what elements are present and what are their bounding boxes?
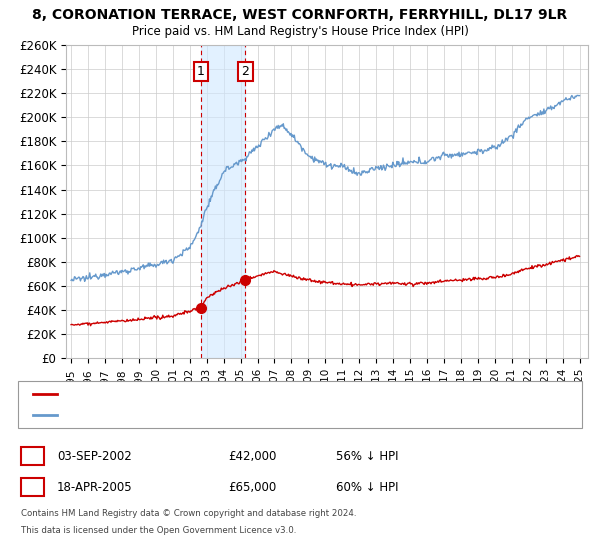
Text: 8, CORONATION TERRACE, WEST CORNFORTH, FERRYHILL, DL17 9LR: 8, CORONATION TERRACE, WEST CORNFORTH, F… [32, 8, 568, 22]
Text: HPI: Average price, detached house, County Durham: HPI: Average price, detached house, Coun… [60, 410, 318, 420]
Text: £65,000: £65,000 [228, 480, 276, 494]
Bar [201, 45, 245, 358]
Text: This data is licensed under the Open Government Licence v3.0.: This data is licensed under the Open Gov… [21, 526, 296, 535]
Text: 2: 2 [242, 65, 250, 78]
Text: 56% ↓ HPI: 56% ↓ HPI [336, 450, 398, 463]
Text: 1: 1 [197, 65, 205, 78]
Text: 2: 2 [28, 480, 37, 494]
Text: Price paid vs. HM Land Registry's House Price Index (HPI): Price paid vs. HM Land Registry's House … [131, 25, 469, 38]
Text: 1: 1 [28, 450, 37, 463]
Text: £42,000: £42,000 [228, 450, 277, 463]
Text: 18-APR-2005: 18-APR-2005 [57, 480, 133, 494]
Text: 60% ↓ HPI: 60% ↓ HPI [336, 480, 398, 494]
Text: Contains HM Land Registry data © Crown copyright and database right 2024.: Contains HM Land Registry data © Crown c… [21, 509, 356, 518]
Text: 8, CORONATION TERRACE, WEST CORNFORTH, FERRYHILL, DL17 9LR (detached house): 8, CORONATION TERRACE, WEST CORNFORTH, F… [60, 389, 485, 399]
Text: 03-SEP-2002: 03-SEP-2002 [57, 450, 132, 463]
